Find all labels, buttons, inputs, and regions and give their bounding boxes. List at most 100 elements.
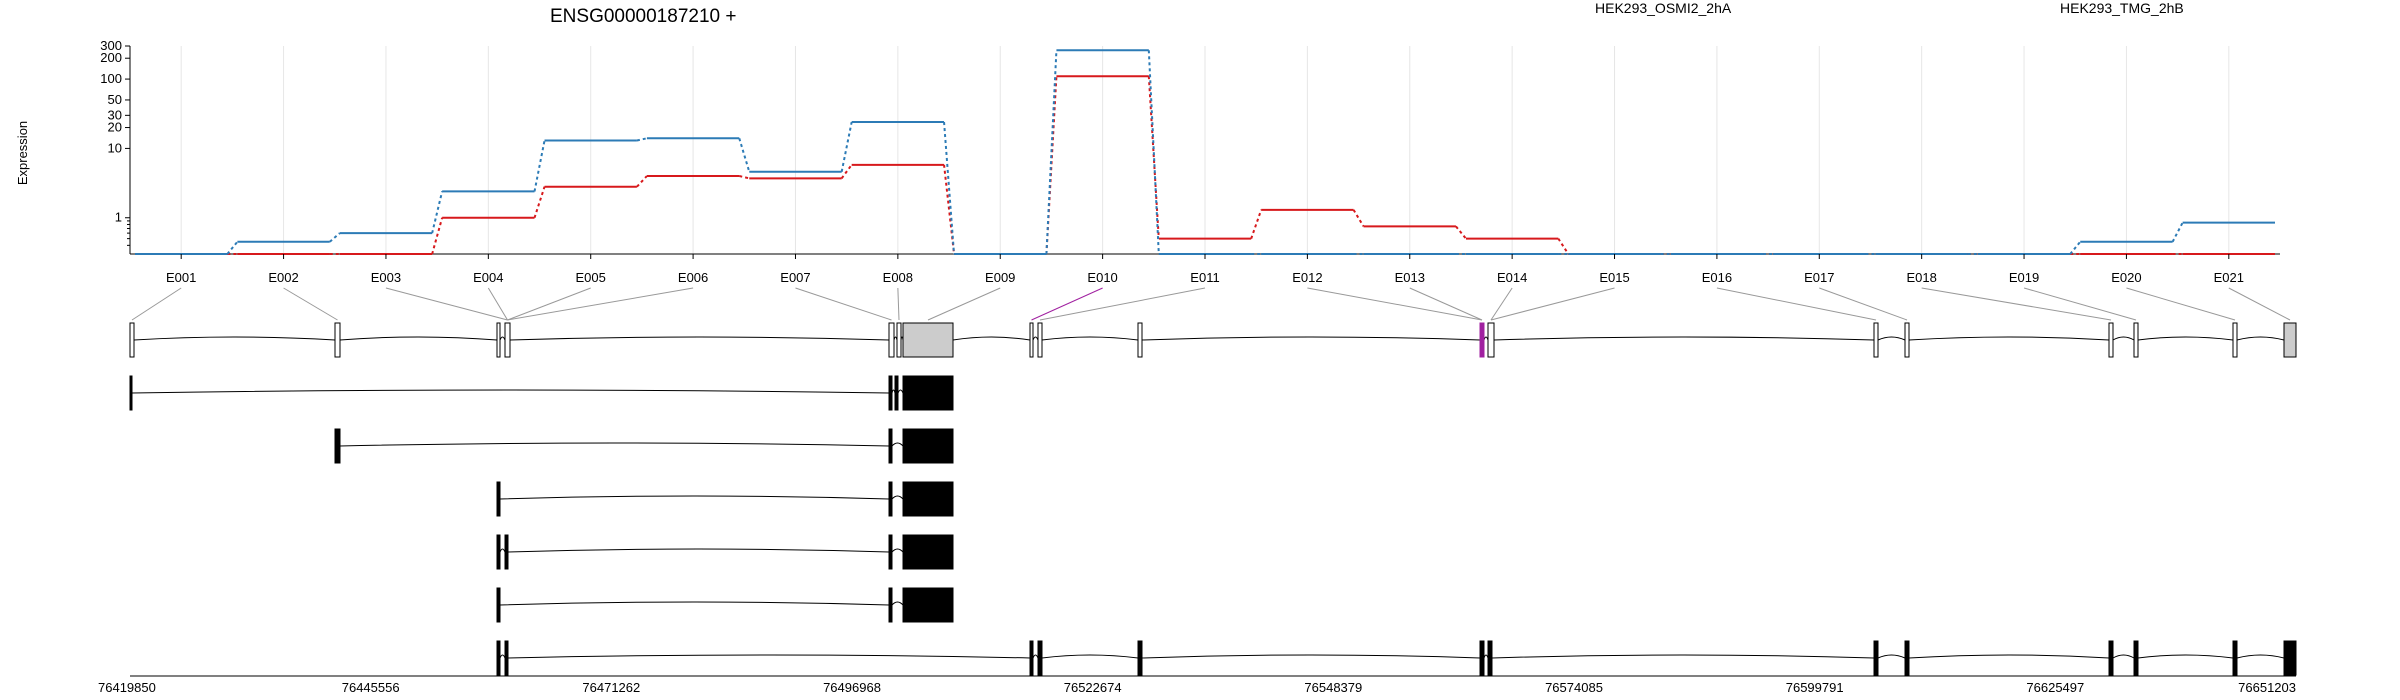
series-transition [1250,209,1263,239]
exon-label: E008 [883,270,913,285]
series-transition [2171,222,2184,243]
intron-line [1141,654,1481,659]
exon-label: E016 [1702,270,1732,285]
gene-exon [902,322,954,358]
gene-exon [2232,322,2238,358]
intron-line [1908,336,2110,341]
chart-title: ENSG00000187210 + [550,6,736,27]
exon-label: E021 [2214,270,2244,285]
intron-line [499,601,890,606]
transcript-exon [1037,640,1043,676]
transcript-exon [902,481,954,517]
transcript-exon [496,481,501,517]
genomic-tick-label: 76496968 [823,680,881,695]
intron-line [2236,654,2285,659]
transcript-exon [888,481,893,517]
gene-exon [1037,322,1043,358]
gene-exon [129,322,135,358]
gene-exon [2133,322,2139,358]
genomic-tick-label: 76419850 [98,680,156,695]
series-transition [2069,241,2082,255]
exon-label: E019 [2009,270,2039,285]
gene-model [129,322,2297,358]
gene-exon [896,322,902,358]
transcript-exon [1904,640,1910,676]
exon-connector [1819,287,1908,321]
transcript-exon [2108,640,2114,676]
intron-line [1041,336,1139,341]
y-tick-label: 10 [108,140,122,155]
intron-line [509,336,890,341]
gene-exon [504,322,511,358]
exon-label: E011 [1190,270,1219,285]
gene-exon [1487,322,1495,358]
exon-label: E014 [1497,270,1527,285]
exon-label: E006 [678,270,708,285]
intron-line [1908,654,2110,659]
exon-label: E012 [1292,270,1322,285]
transcript-exon [2283,640,2297,676]
exon-connector [507,287,591,321]
series-transition [1352,209,1365,227]
genomic-tick-label: 76651203 [2238,680,2296,695]
series-transition [636,175,648,188]
y-tick-label: 1 [115,210,122,225]
transcript-exon [1873,640,1879,676]
exon-label: E017 [1804,270,1834,285]
genomic-tick-label: 76574085 [1545,680,1603,695]
series-transition [226,241,239,255]
gene-exon [2108,322,2114,358]
genomic-tick-label: 76599791 [1786,680,1844,695]
intron-line [131,389,890,394]
intron-line [499,495,890,500]
intron-line [507,654,1031,659]
series-transition [1045,50,1058,255]
exon-label: E007 [780,270,810,285]
exon-connector [2126,287,2236,321]
series-transition [1557,238,1570,255]
series-transition [1455,225,1467,240]
y-tick-label: 100 [100,71,122,86]
exon-label: E001 [166,270,196,285]
grid-lines [180,46,2230,254]
exon-connector [1490,287,1513,321]
transcript-exon [129,375,133,411]
exon-connector [2228,287,2291,321]
exon-label: E003 [371,270,401,285]
gene-exon [1029,322,1034,358]
transcript-2 [334,428,954,464]
genomic-tick-label: 76522674 [1064,680,1122,695]
exon-connector [1031,287,1103,321]
transcript-exon [496,640,501,676]
exon-label: E002 [268,270,298,285]
y-axis-label: Expression [15,121,30,185]
transcript-exon [888,428,893,464]
gene-exon [2283,322,2297,358]
exon-label: E018 [1906,270,1936,285]
exon-connector [927,287,1001,321]
exon-connector [897,287,900,321]
exon-label: E013 [1395,270,1425,285]
y-tick-label: 300 [100,38,122,53]
transcript-exon [2133,640,2139,676]
exon-connector [1490,287,1615,321]
exon-label: E009 [985,270,1015,285]
intron-line [1032,654,1039,659]
transcript-exon [496,587,501,623]
gene-exon [1137,322,1143,358]
transcript-exon [334,428,341,464]
exon-connectors [131,287,2291,321]
intron-line [1877,336,1906,341]
intron-line [2236,336,2285,341]
transcript-exon [902,375,954,411]
exon-connector [2023,287,2137,321]
gene-exon [496,322,501,358]
genomic-tick-label: 76625497 [2026,680,2084,695]
exon-connector [283,287,338,321]
transcript-exon [902,534,954,570]
intron-line [1491,654,1875,659]
intron-line [499,336,506,341]
transcript-exon [504,534,509,570]
intron-line [952,336,1031,341]
